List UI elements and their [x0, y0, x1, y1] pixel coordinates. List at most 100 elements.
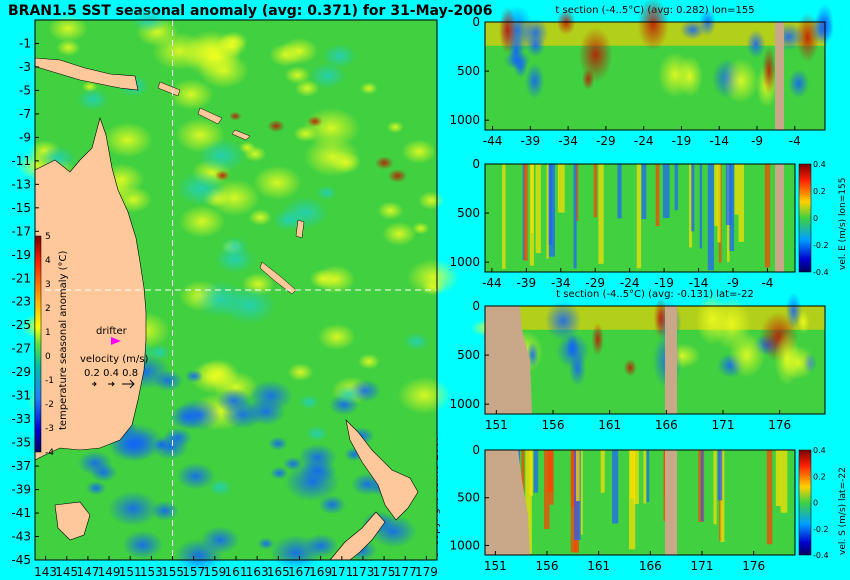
- vel-colorbar-tick-label: -0.2: [813, 525, 829, 534]
- map-x-tick-label: 153: [140, 565, 163, 579]
- section-x-tick-label: -29: [596, 134, 616, 148]
- velocity-legend-values: 0.2 0.4 0.8: [84, 368, 138, 379]
- land-tasmania: [54, 501, 91, 541]
- land-australia: [34, 116, 147, 461]
- section-x-tick-label: -14: [689, 276, 709, 290]
- section-x-tick-label: 176: [742, 559, 765, 573]
- drifter-label: drifter: [96, 326, 128, 337]
- vel-colorbar-tick-label: 0.2: [813, 472, 826, 481]
- temp-colorbar-tick-label: -1: [45, 376, 54, 386]
- map-y-tick-label: -35: [11, 436, 31, 450]
- section-x-tick-label: -19: [654, 276, 674, 290]
- section-x-tick-label: 151: [485, 418, 508, 432]
- temp-colorbar-tick-label: 0: [45, 352, 51, 362]
- temp-colorbar-tick-label: 2: [45, 304, 51, 314]
- section-x-tick-label: -4: [789, 134, 801, 148]
- map-y-tick-label: -15: [11, 201, 31, 215]
- temp-colorbar-tick-label: -2: [45, 400, 54, 410]
- map-y-tick-label: -25: [11, 318, 31, 332]
- section-y-tick-label: 500: [457, 348, 480, 362]
- map-x-tick-label: 171: [330, 565, 353, 579]
- t-section-lon-panel: t section (-4..5°C) (avg: 0.282) lon=155…: [449, 0, 835, 148]
- section-x-tick-label: 166: [655, 418, 678, 432]
- map-y-tick-label: -3: [19, 60, 31, 74]
- map-y-tick-label: -1: [19, 36, 31, 50]
- section-x-tick-label: 151: [484, 559, 507, 573]
- temp-colorbar-tick-label: 1: [45, 328, 51, 338]
- section-x-tick-label: -39: [517, 276, 537, 290]
- section-x-tick-label: 176: [768, 418, 791, 432]
- t-section-lat-x-ticks: 151 156 161 166 171 176: [485, 410, 791, 432]
- land-vanuatu: [295, 219, 305, 239]
- section-x-tick-label: -29: [585, 276, 605, 290]
- t-section-lon-patches: [485, 0, 835, 108]
- map-x-tick-label: 143: [34, 565, 57, 579]
- temp-colorbar-tick-label: 4: [45, 256, 51, 266]
- vel-colorbar-tick-label: 0: [813, 214, 818, 223]
- map-x-tick-label: 159: [203, 565, 226, 579]
- temp-colorbar-tick-label: -3: [45, 424, 54, 434]
- main-title: BRAN1.5 SST seasonal anomaly (avg: 0.371…: [8, 3, 493, 19]
- section-x-tick-label: -9: [727, 276, 739, 290]
- vel-s-section-lat-land-ridge: [665, 450, 677, 555]
- map-y-tick-label: -21: [11, 271, 31, 285]
- map-y-tick-label: -7: [19, 107, 31, 121]
- section-x-tick-label: -14: [709, 134, 729, 148]
- map-x-tick-label: 165: [267, 565, 290, 579]
- vel-s-section-lat-y-ticks: 0 500 1000: [449, 443, 489, 552]
- vel-e-colorbar-ticks: 0.4 0.2 0 -0.2 -0.4: [813, 160, 829, 277]
- velocity-legend-arrows: [92, 379, 135, 389]
- map-x-tick-label: 167: [288, 565, 311, 579]
- land-new-guinea: [34, 57, 139, 91]
- section-x-tick-label: 161: [587, 559, 610, 573]
- vel-s-section-lat-frame: [484, 449, 796, 556]
- section-x-tick-label: -44: [483, 134, 503, 148]
- map-y-tick-label: -9: [19, 130, 31, 144]
- vel-s-colorbar-ticks: 0.4 0.2 0 -0.2 -0.4: [813, 446, 829, 560]
- section-y-tick-label: 1000: [449, 255, 480, 269]
- vel-e-section-lon-y-ticks: 0 500 1000: [449, 157, 489, 269]
- section-y-tick-label: 0: [472, 443, 480, 457]
- temp-colorbar-tick-label: -4: [45, 448, 54, 458]
- section-x-tick-label: -34: [558, 134, 578, 148]
- t-section-lat-land-ridge: [665, 306, 677, 414]
- map-x-tick-label: 161: [225, 565, 248, 579]
- section-x-tick-label: -9: [751, 134, 763, 148]
- section-x-tick-label: 161: [598, 418, 621, 432]
- vel-colorbar-tick-label: 0.2: [813, 187, 826, 196]
- map-y-tick-label: -33: [11, 412, 31, 426]
- section-x-tick-label: -4: [761, 276, 773, 290]
- section-x-tick-label: 156: [536, 559, 559, 573]
- sst-map: drifter velocity (m/s) 0.2 0.4 0.8 14314…: [11, 7, 460, 579]
- map-x-tick-label: 147: [76, 565, 99, 579]
- map-y-ticks: -1 -3 -5 -7 -9 -11 -13 -15 -17 -19 -21 -23 -25 -27 -29…: [11, 36, 39, 567]
- vel-colorbar-tick-label: -0.4: [813, 268, 829, 277]
- t-section-lon-frame: [484, 21, 826, 131]
- map-x-tick-label: 177: [394, 565, 417, 579]
- map-y-tick-label: -27: [11, 342, 31, 356]
- t-section-lon-y-ticks: 0 500 1000: [449, 15, 489, 127]
- vel-e-colorbar: [798, 163, 812, 273]
- section-x-tick-label: -19: [672, 134, 692, 148]
- vel-colorbar-tick-label: 0.4: [813, 446, 826, 455]
- map-x-tick-label: 173: [351, 565, 374, 579]
- section-y-tick-label: 500: [457, 206, 480, 220]
- map-y-tick-label: -13: [11, 177, 31, 191]
- vel-s-colorbar: [798, 449, 812, 556]
- section-x-tick-label: 171: [712, 418, 735, 432]
- map-anomaly-patches: [16, 7, 460, 573]
- section-x-tick-label: 166: [639, 559, 662, 573]
- map-y-tick-label: -29: [11, 365, 31, 379]
- map-y-tick-label: -45: [11, 553, 31, 567]
- temp-colorbar-tick-label: 3: [45, 280, 51, 290]
- temp-colorbar: [34, 235, 42, 453]
- section-y-tick-label: 500: [457, 491, 480, 505]
- map-x-tick-label: 175: [373, 565, 396, 579]
- section-y-tick-label: 1000: [449, 397, 480, 411]
- temp-colorbar-ticks: 5 4 3 2 1 0 -1 -2 -3 -4: [45, 232, 54, 458]
- map-x-ticks: 1431451471491511531551571591611631651671…: [34, 556, 438, 579]
- map-y-tick-label: -5: [19, 83, 31, 97]
- t-section-lat-frame: [484, 305, 826, 415]
- map-y-tick-label: -11: [11, 154, 31, 168]
